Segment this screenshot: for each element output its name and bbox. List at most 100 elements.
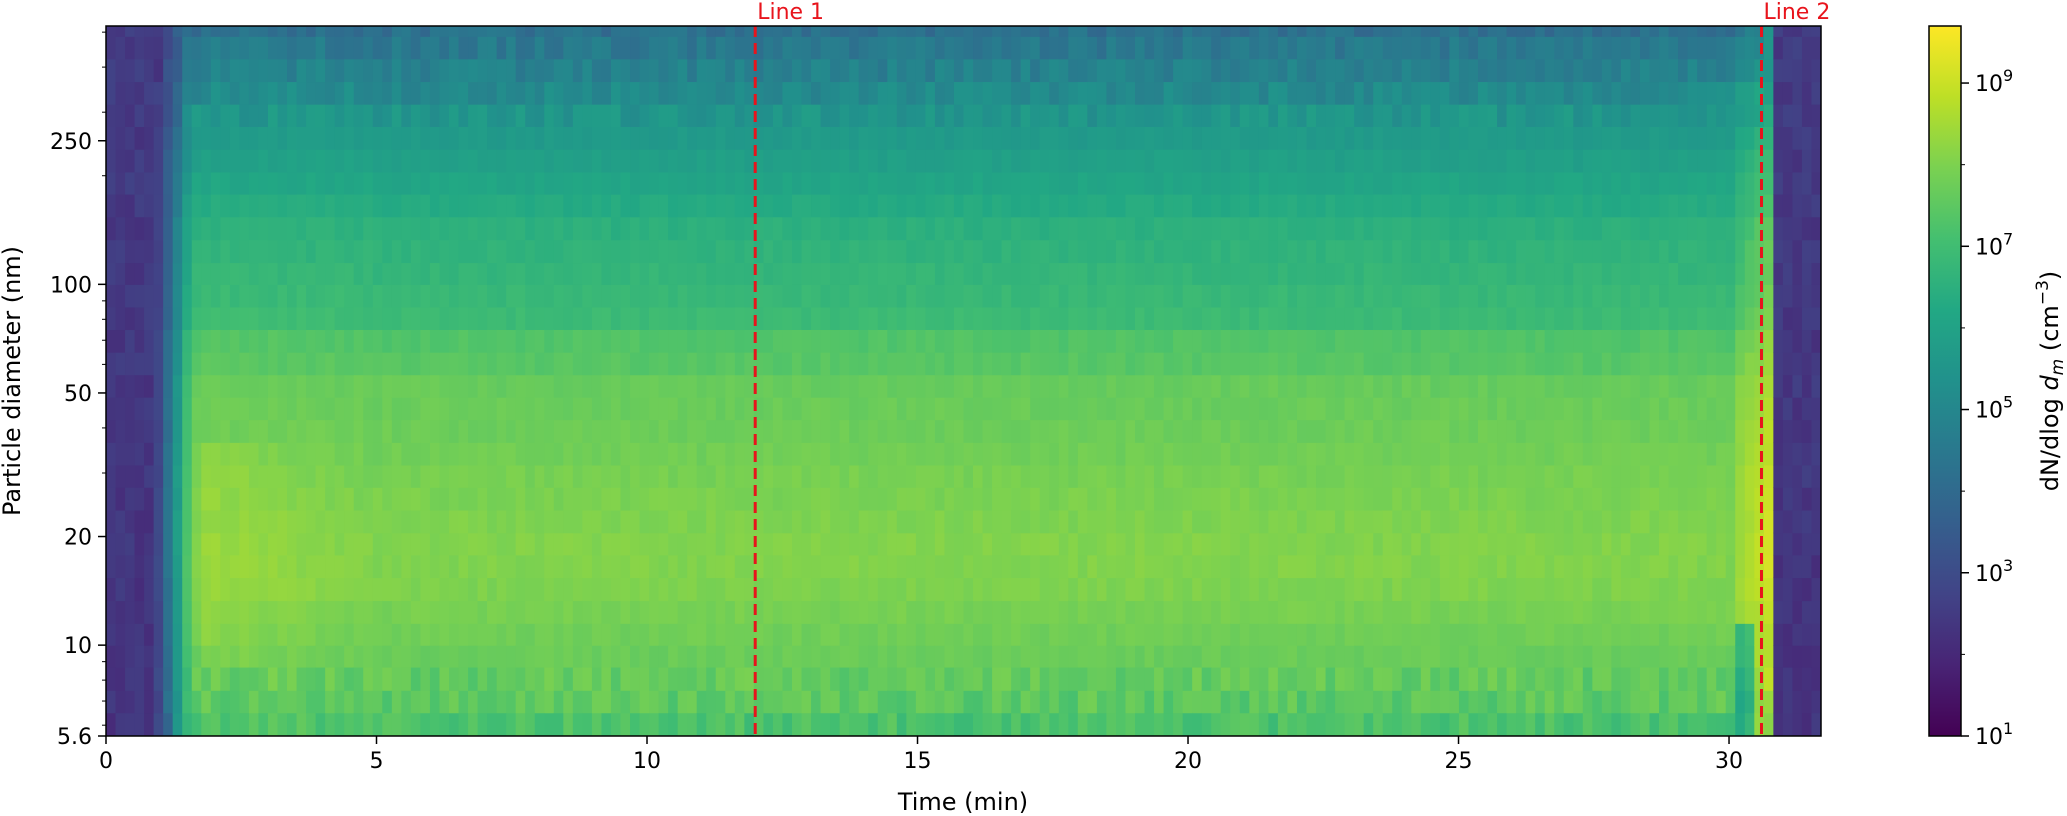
heatmap-cell xyxy=(973,374,984,398)
heatmap-cell xyxy=(1478,171,1489,195)
heatmap-cell xyxy=(334,712,345,736)
heatmap-cell xyxy=(115,532,126,556)
heatmap-cell xyxy=(1182,397,1193,421)
heatmap-cell xyxy=(372,419,383,443)
heatmap-cell xyxy=(973,690,984,714)
heatmap-cell xyxy=(1344,666,1355,691)
heatmap-cell xyxy=(811,623,822,646)
heatmap-cell xyxy=(210,239,221,264)
heatmap-cell xyxy=(887,690,898,714)
heatmap-cell xyxy=(944,36,955,60)
heatmap-cell xyxy=(801,554,812,579)
heatmap-cell xyxy=(858,487,869,511)
heatmap-cell xyxy=(687,329,698,353)
heatmap-cell xyxy=(1163,352,1174,376)
heatmap-cell xyxy=(1373,487,1384,511)
heatmap-cell xyxy=(1049,306,1060,331)
heatmap-cell xyxy=(534,216,545,241)
heatmap-cell xyxy=(496,104,507,127)
heatmap-cell xyxy=(1487,577,1498,602)
heatmap-cell xyxy=(325,284,336,308)
heatmap-cell xyxy=(1363,645,1374,668)
heatmap-cell xyxy=(649,509,660,534)
heatmap-cell xyxy=(1325,126,1336,150)
heatmap-cell xyxy=(1011,81,1022,105)
heatmap-cell xyxy=(1030,600,1041,624)
heatmap-cell xyxy=(1173,600,1184,624)
heatmap-cell xyxy=(1420,464,1431,488)
heatmap-cell xyxy=(1497,577,1508,602)
heatmap-cell xyxy=(582,532,593,556)
heatmap-cell xyxy=(668,58,679,83)
heatmap-cell xyxy=(1125,352,1136,376)
heatmap-cell xyxy=(1316,284,1327,308)
heatmap-cell xyxy=(201,58,212,83)
heatmap-cell xyxy=(944,329,955,353)
heatmap-cell xyxy=(639,36,650,60)
heatmap-cell xyxy=(1011,26,1022,37)
heatmap-cell xyxy=(1068,645,1079,668)
heatmap-cell xyxy=(1458,464,1470,488)
heatmap-cell xyxy=(1277,666,1289,691)
heatmap-cell xyxy=(1087,352,1098,376)
heatmap-cell xyxy=(953,712,965,736)
heatmap-cell xyxy=(934,577,946,602)
heatmap-cell xyxy=(277,532,288,556)
heatmap-cell xyxy=(1468,81,1479,105)
heatmap-cell xyxy=(1125,193,1136,218)
heatmap-cell xyxy=(344,532,355,556)
heatmap-cell xyxy=(1182,532,1193,556)
heatmap-cell xyxy=(1201,487,1212,511)
heatmap-cell xyxy=(1115,509,1127,534)
heatmap-cell xyxy=(1182,352,1193,376)
heatmap-cell xyxy=(1439,81,1451,105)
heatmap-cell xyxy=(1277,532,1289,556)
heatmap-cell xyxy=(401,645,412,668)
heatmap-cell xyxy=(1039,397,1050,421)
heatmap-cell xyxy=(1249,666,1260,691)
heatmap-cell xyxy=(1363,532,1374,556)
heatmap-cell xyxy=(1115,81,1127,105)
heatmap-cell xyxy=(687,58,698,83)
heatmap-cell xyxy=(1106,509,1117,534)
heatmap-cell xyxy=(1468,36,1479,60)
heatmap-cell xyxy=(877,397,888,421)
heatmap-cell xyxy=(630,442,641,466)
heatmap-cell xyxy=(487,149,498,173)
heatmap-cell xyxy=(953,600,965,624)
heatmap-cell xyxy=(410,104,422,127)
heatmap-cell xyxy=(1582,419,1593,443)
heatmap-cell xyxy=(420,81,431,105)
heatmap-cell xyxy=(1192,81,1203,105)
heatmap-cell xyxy=(820,464,831,488)
heatmap-cell xyxy=(296,239,307,264)
heatmap-cell xyxy=(677,284,688,308)
heatmap-cell xyxy=(1525,442,1536,466)
heatmap-cell xyxy=(115,26,126,37)
heatmap-cell xyxy=(344,645,355,668)
heatmap-cell xyxy=(1163,81,1174,105)
heatmap-cell xyxy=(1087,623,1098,646)
heatmap-cell xyxy=(1230,532,1241,556)
heatmap-cell xyxy=(315,532,326,556)
heatmap-cell xyxy=(753,171,765,195)
heatmap-cell xyxy=(1525,666,1536,691)
heatmap-cell xyxy=(296,149,307,173)
heatmap-cell xyxy=(1306,712,1317,736)
heatmap-cell xyxy=(382,623,393,646)
heatmap-cell xyxy=(1296,36,1308,60)
heatmap-cell xyxy=(1306,690,1317,714)
heatmap-cell xyxy=(1449,262,1460,285)
heatmap-cell xyxy=(1544,666,1555,691)
heatmap-cell xyxy=(944,487,955,511)
heatmap-cell xyxy=(1325,36,1336,60)
heatmap-cell xyxy=(296,81,307,105)
heatmap-cell xyxy=(620,645,631,668)
heatmap-cell xyxy=(277,262,288,285)
heatmap-cell xyxy=(1449,58,1460,83)
heatmap-cell xyxy=(1058,306,1069,331)
heatmap-cell xyxy=(1087,509,1098,534)
heatmap-cell xyxy=(239,690,250,714)
heatmap-cell xyxy=(1458,509,1470,534)
heatmap-cell xyxy=(201,193,212,218)
